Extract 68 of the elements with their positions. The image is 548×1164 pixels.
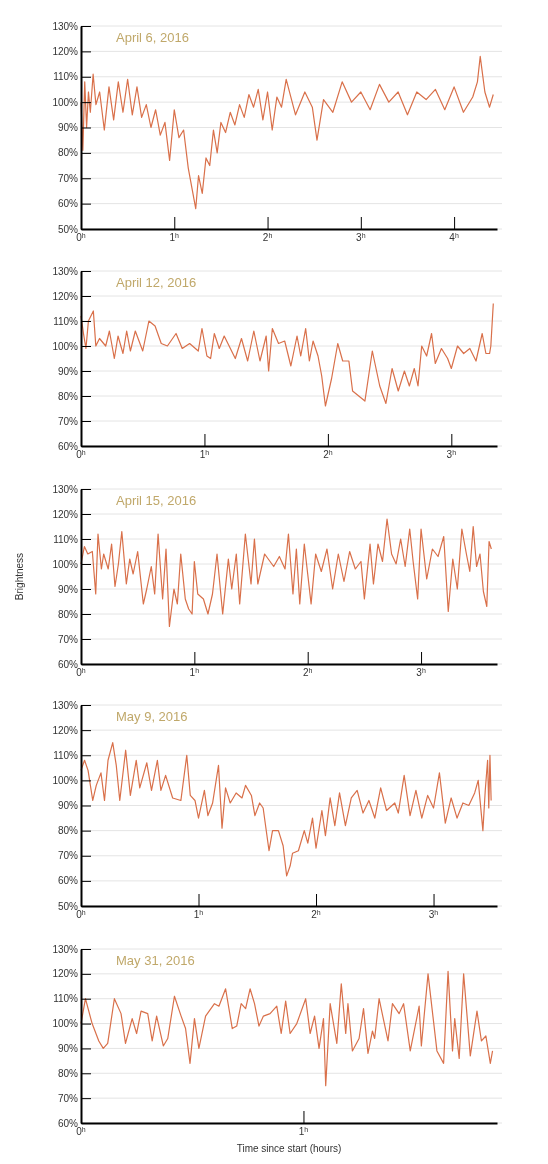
line-series — [80, 970, 494, 1087]
x-tick-label: 1$^{h}$ — [169, 231, 180, 243]
chart-title: April 15, 2016 — [116, 493, 197, 508]
y-tick-label: 90% — [57, 583, 79, 595]
y-tick-label: 100% — [52, 558, 79, 570]
y-tick-label: 120% — [52, 45, 79, 57]
line-series — [80, 518, 492, 628]
y-tick-label: 110% — [53, 71, 79, 83]
x-tick-label: 4$^{h}$ — [449, 231, 459, 243]
x-tick-label: 3$^{h}$ — [428, 908, 439, 920]
y-tick-label: 60% — [57, 875, 79, 887]
y-tick-label: 80% — [57, 1067, 79, 1079]
x-tick-label: 2$^{h}$ — [262, 231, 273, 243]
y-tick-label: 80% — [57, 147, 79, 159]
y-tick-label: 100% — [52, 96, 79, 108]
y-tick-label: 100% — [52, 1018, 79, 1030]
y-tick-label: 130% — [52, 943, 79, 955]
x-tick-label: 2$^{h}$ — [302, 666, 313, 678]
y-tick-label: 130% — [52, 483, 79, 495]
y-tick-label: 90% — [57, 122, 79, 133]
x-tick-label: 2$^{h}$ — [311, 908, 321, 920]
y-tick-label: 70% — [57, 850, 79, 862]
y-tick-label: 120% — [52, 290, 79, 302]
y-tick-label: 110% — [53, 993, 79, 1005]
y-tick-label: 50% — [57, 223, 79, 235]
y-tick-label: 120% — [52, 968, 79, 980]
line-series — [80, 302, 494, 407]
x-tick-label: 2$^{h}$ — [323, 448, 333, 460]
y-tick-label: 100% — [52, 774, 79, 786]
chart-title: April 12, 2016 — [116, 275, 197, 290]
y-tick-label: 60% — [57, 440, 79, 452]
y-tick-label: 110% — [53, 749, 79, 761]
y-axis-title: Brightness — [14, 552, 25, 601]
y-tick-label: 90% — [57, 365, 79, 377]
x-tick-label: 1$^{h}$ — [298, 1125, 309, 1137]
y-tick-label: 60% — [57, 1117, 79, 1129]
y-tick-label: 50% — [57, 900, 79, 912]
y-tick-label: 130% — [52, 699, 79, 711]
y-tick-label: 60% — [57, 658, 79, 670]
y-tick-label: 70% — [57, 415, 79, 427]
line-series — [80, 742, 492, 877]
y-tick-label: 70% — [57, 1092, 79, 1104]
chart-title: May 31, 2016 — [116, 953, 195, 968]
line-series — [80, 55, 494, 210]
y-tick-label: 110% — [53, 533, 79, 545]
x-axis-title: Time since start (hours) — [236, 1143, 342, 1154]
y-tick-label: 80% — [57, 390, 79, 402]
y-tick-label: 100% — [52, 340, 79, 352]
x-tick-label: 3$^{h}$ — [356, 231, 366, 243]
x-tick-label: 1$^{h}$ — [199, 448, 210, 460]
y-tick-label: 70% — [57, 633, 79, 645]
y-tick-label: 80% — [57, 608, 79, 620]
x-tick-label: 1$^{h}$ — [193, 908, 204, 920]
y-tick-label: 130% — [52, 265, 79, 277]
y-tick-label: 120% — [52, 724, 79, 736]
y-tick-label: 130% — [52, 20, 79, 32]
x-tick-label: 3$^{h}$ — [446, 448, 457, 460]
y-tick-label: 90% — [57, 800, 79, 811]
x-tick-label: 3$^{h}$ — [416, 666, 426, 678]
y-tick-label: 80% — [57, 825, 79, 837]
chart-title: May 9, 2016 — [116, 709, 188, 724]
y-tick-label: 120% — [52, 508, 79, 520]
y-tick-label: 60% — [57, 198, 79, 210]
y-tick-label: 90% — [57, 1042, 79, 1054]
y-tick-label: 70% — [57, 172, 79, 184]
y-tick-label: 110% — [53, 315, 79, 327]
x-tick-label: 1$^{h}$ — [189, 666, 200, 678]
chart-title: April 6, 2016 — [116, 30, 189, 45]
